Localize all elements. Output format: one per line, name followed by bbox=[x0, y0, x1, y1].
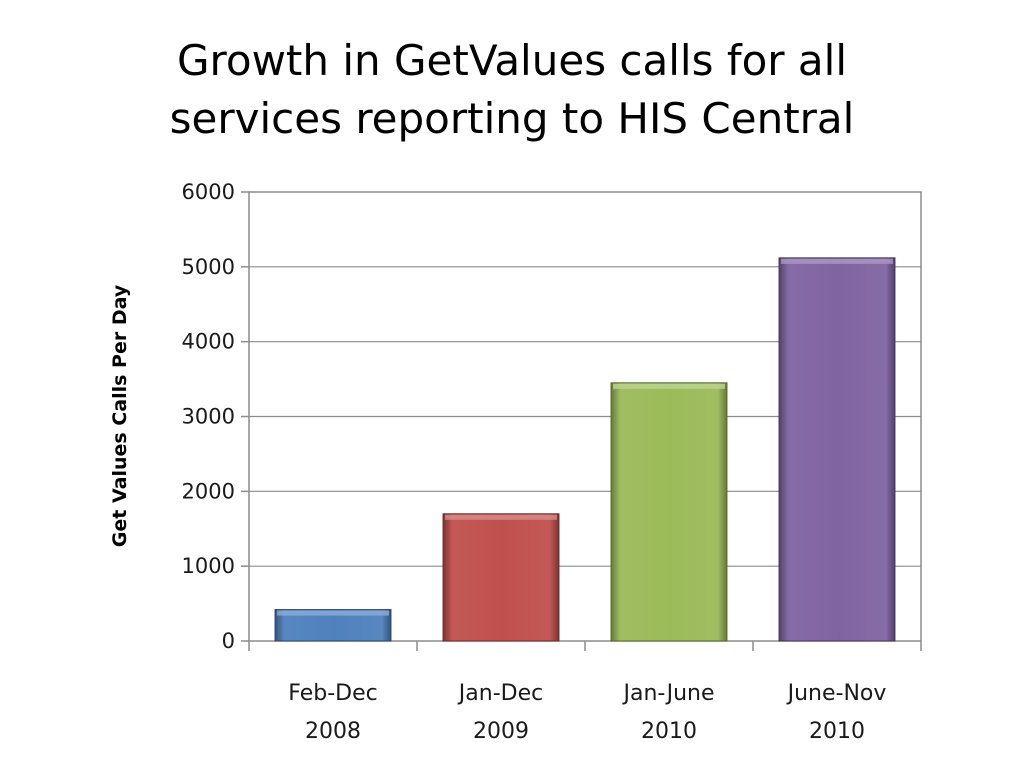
bars bbox=[274, 257, 896, 642]
y-axis-label: Get Values Calls Per Day bbox=[109, 284, 131, 547]
y-tick-label: 2000 bbox=[182, 479, 235, 503]
bar-2-bevel bbox=[445, 514, 557, 520]
bar-3-bevel bbox=[613, 383, 725, 389]
x-category-label: Jan-June bbox=[622, 681, 715, 706]
y-tick-label: 0 bbox=[222, 629, 235, 653]
x-category-label: 2008 bbox=[305, 719, 361, 744]
x-category-label: 2009 bbox=[473, 719, 529, 744]
y-tick-label: 4000 bbox=[182, 330, 235, 354]
slide-title-line-1: Growth in GetValues calls for all bbox=[176, 36, 847, 85]
bar-1-bevel bbox=[277, 610, 389, 616]
bar-2 bbox=[442, 513, 560, 642]
axes: 0 1000 2000 3000 4000 5000 6000 Feb-Dec 2008 Jan-… bbox=[182, 180, 922, 744]
bar-3 bbox=[610, 382, 728, 642]
slide-title: Growth in GetValues calls for all servic… bbox=[0, 32, 1024, 148]
y-tick-label: 3000 bbox=[182, 405, 235, 429]
x-category-label: 2010 bbox=[809, 719, 865, 744]
bar-4 bbox=[778, 257, 896, 642]
x-category-label: Jan-Dec bbox=[457, 681, 543, 706]
x-category-label: 2010 bbox=[641, 719, 697, 744]
y-tick-label: 6000 bbox=[182, 180, 235, 204]
y-tick-label: 5000 bbox=[182, 255, 235, 279]
bar-4-bevel bbox=[781, 258, 893, 264]
y-tick-label: 1000 bbox=[182, 554, 235, 578]
x-category-label: June-Nov bbox=[786, 681, 887, 706]
slide-title-line-2: services reporting to HIS Central bbox=[169, 94, 855, 143]
x-category-label: Feb-Dec bbox=[288, 681, 377, 706]
